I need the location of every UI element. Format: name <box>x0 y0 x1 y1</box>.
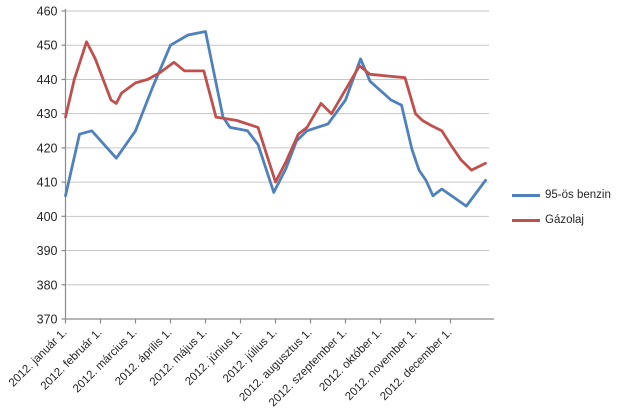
y-axis-tick-label: 440 <box>37 73 58 87</box>
x-axis-tick-label: 2012. február 1. <box>39 327 105 393</box>
series-line-95-s-benzin <box>64 30 487 208</box>
gazolaj-line-swatch-icon <box>512 218 540 222</box>
legend-label-benzin: 95-ös benzin <box>545 189 611 201</box>
y-axis-tick-label: 390 <box>37 244 58 258</box>
legend-item-gazolaj: Gázolaj <box>512 213 611 227</box>
y-axis-tick-label: 450 <box>37 39 58 53</box>
y-axis-tick-label: 380 <box>37 278 58 292</box>
legend-label-gazolaj: Gázolaj <box>545 214 584 226</box>
benzin-line-swatch-icon <box>512 193 540 197</box>
y-axis-tick-label: 400 <box>37 210 58 224</box>
y-axis-tick-label: 430 <box>37 107 58 121</box>
y-axis-tick-label: 410 <box>37 176 58 190</box>
legend-item-benzin: 95-ös benzin <box>512 188 611 202</box>
chart-legend: 95-ös benzin Gázolaj <box>512 188 611 227</box>
x-axis-tick-label: 2012. március 1. <box>71 327 140 396</box>
y-axis-tick-label: 370 <box>37 313 58 327</box>
y-axis-tick-label: 420 <box>37 141 58 155</box>
x-axis-tick-label: 2012. január 1. <box>7 327 70 390</box>
x-axis-tick-label: 2012. október 1. <box>317 327 384 394</box>
series-line-g-zolaj <box>64 40 487 184</box>
y-axis-tick-label: 460 <box>37 5 58 19</box>
